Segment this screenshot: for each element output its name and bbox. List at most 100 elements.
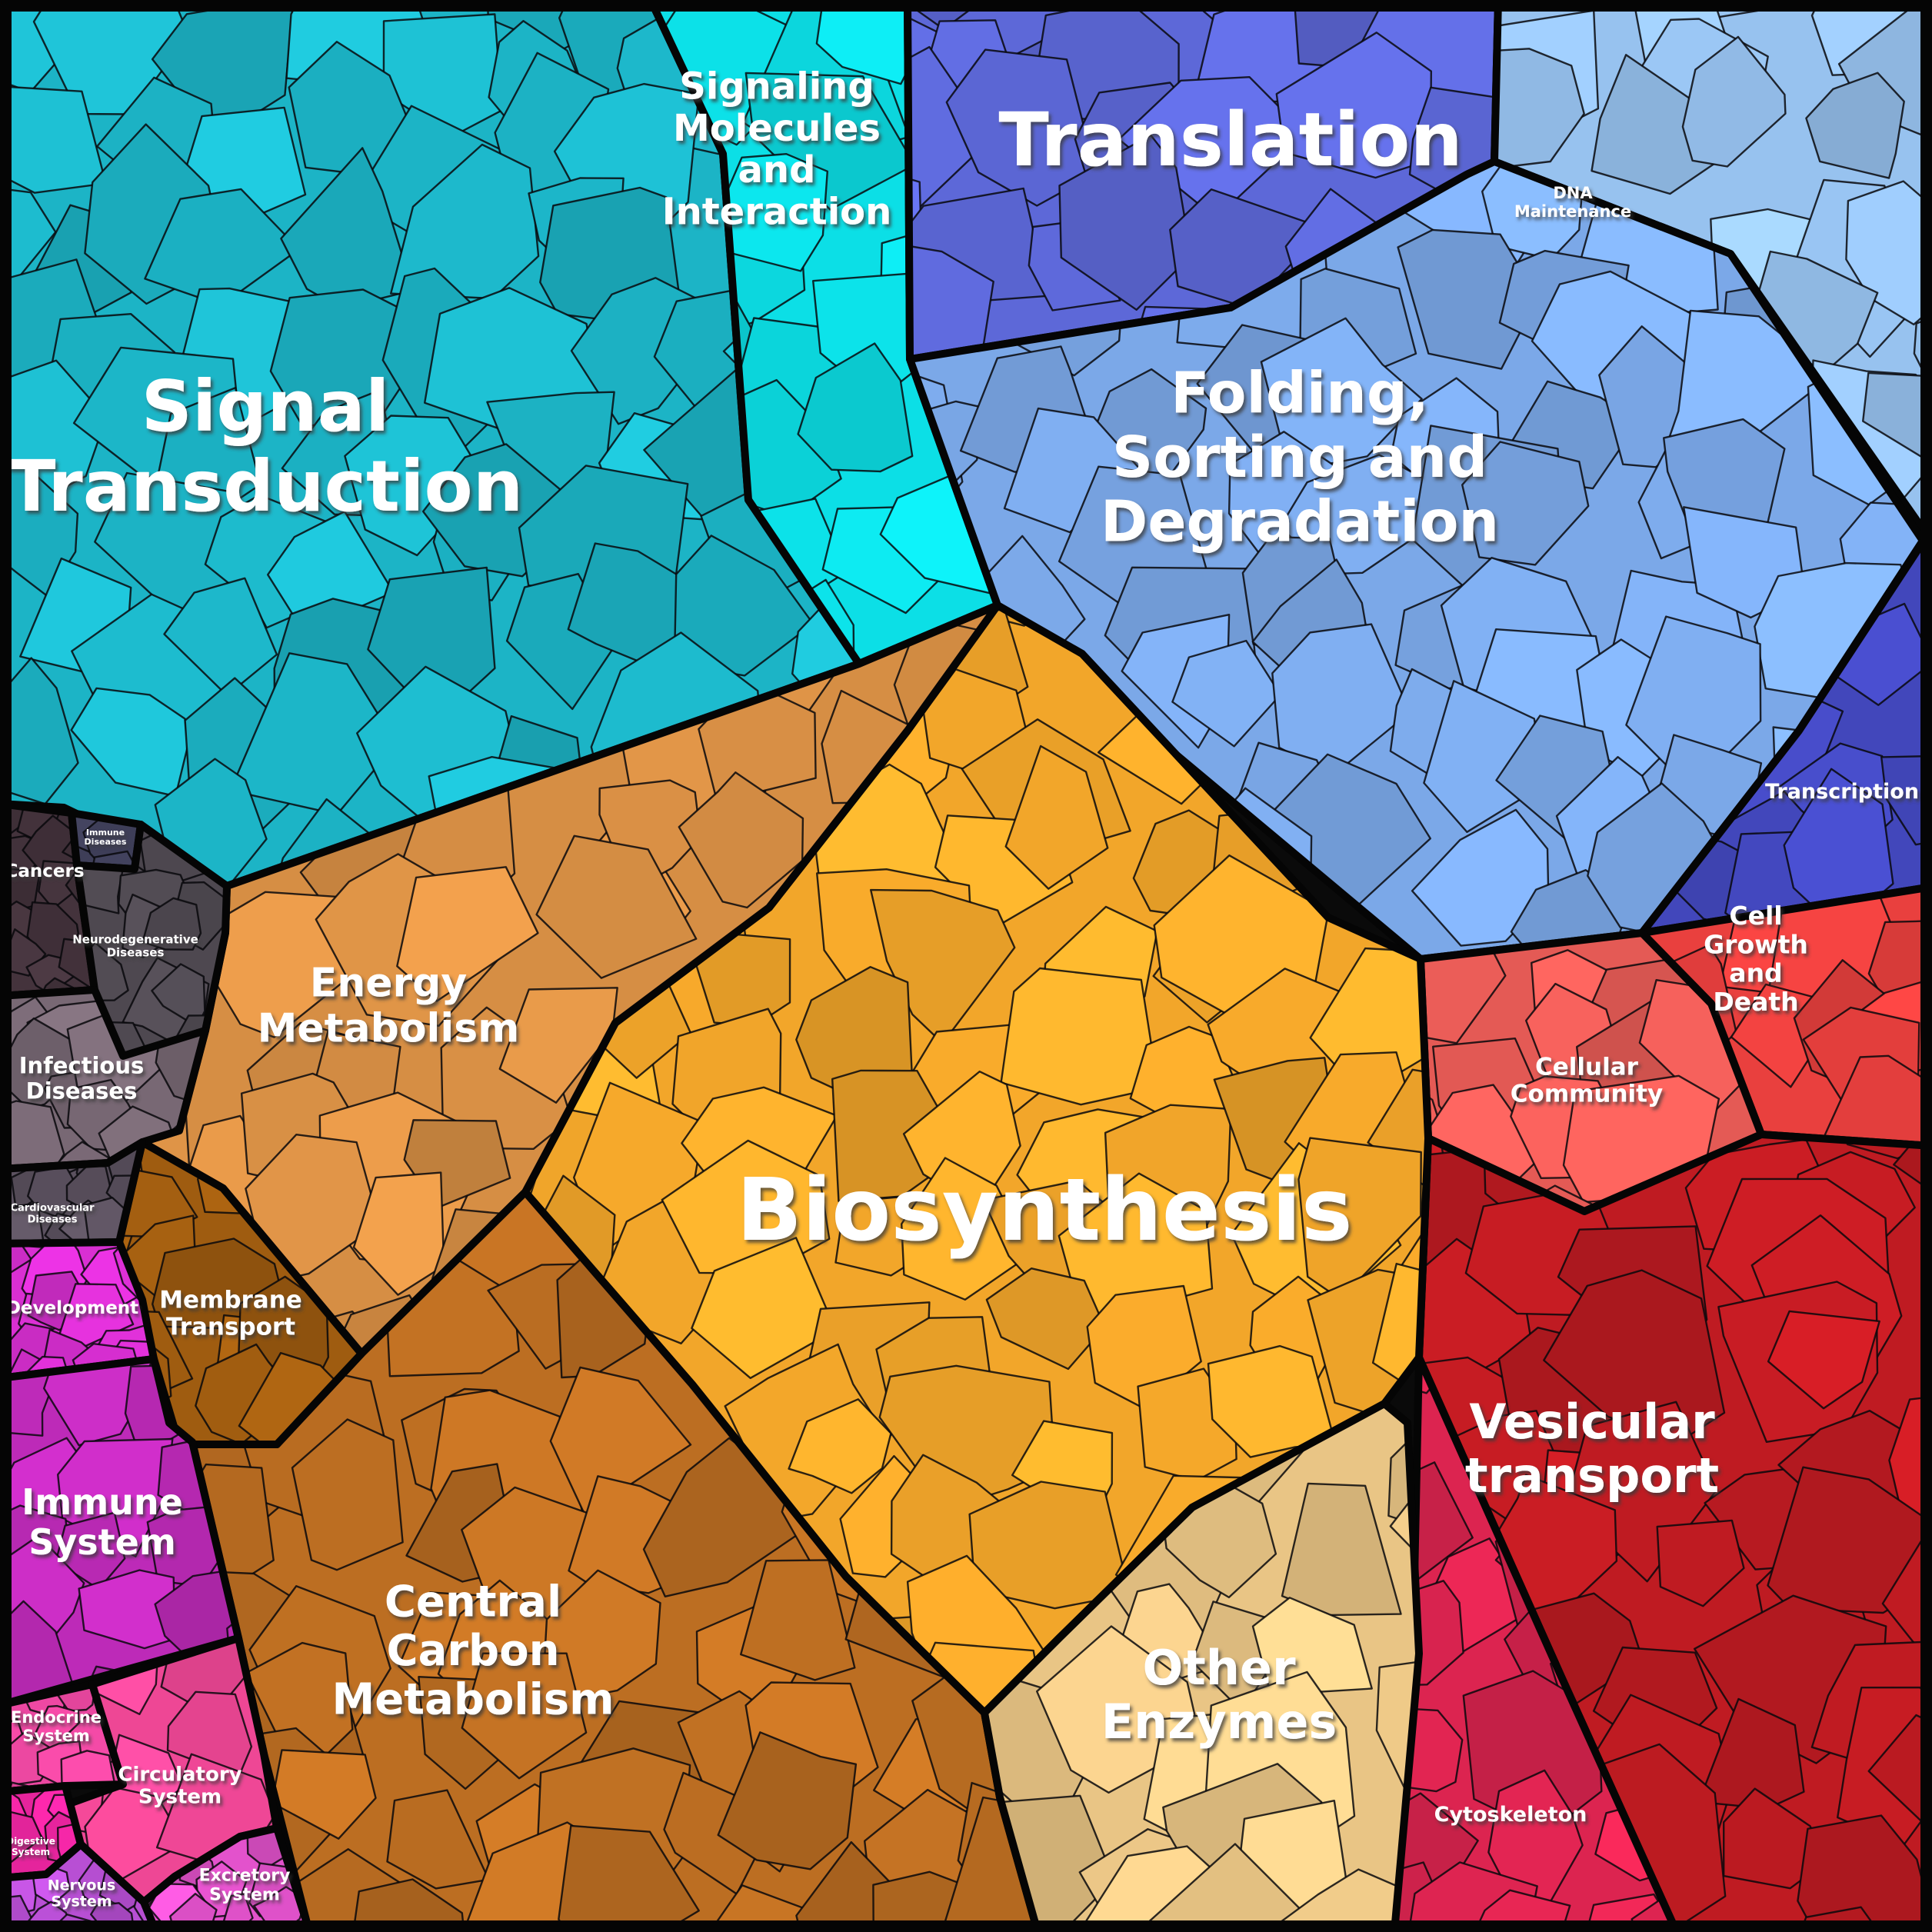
subcell <box>1058 134 1193 311</box>
subcell <box>1845 180 1932 326</box>
subcell <box>1207 1344 1337 1458</box>
subcell <box>535 834 698 979</box>
subcell <box>908 240 994 359</box>
subcell <box>1171 639 1282 748</box>
label-transcription: Transcription <box>1765 780 1919 804</box>
subcell <box>721 152 829 272</box>
subcell <box>678 771 804 909</box>
subcell <box>1275 32 1433 179</box>
label-cell-growth-and-death: Cell Growth and Death <box>1704 901 1808 1017</box>
subcell <box>498 987 618 1104</box>
region-group-vesicular-transport <box>1419 1134 1932 1932</box>
subcell <box>70 687 189 798</box>
subcell <box>396 866 539 1002</box>
subcell <box>1421 933 1507 1044</box>
subcell <box>226 1594 238 1705</box>
region-outline-nervous-system <box>0 1840 160 1932</box>
subcell <box>1867 1714 1932 1832</box>
subcell <box>32 0 190 115</box>
subcell <box>1000 967 1159 1106</box>
subcell <box>673 535 814 677</box>
subcell <box>1461 441 1590 566</box>
subcell <box>0 1807 43 1863</box>
subcell <box>1913 298 1932 421</box>
label-excretory-system: Excretory System <box>199 1867 291 1905</box>
subcell <box>1767 1310 1880 1410</box>
subcell <box>1411 808 1550 947</box>
label-development: Development <box>6 1298 138 1318</box>
subcell <box>78 1569 176 1650</box>
subcell <box>245 1133 381 1284</box>
region-outline-other-enzymes <box>981 1400 1423 1932</box>
region-group-biosynthesis <box>525 605 1428 1713</box>
label-immune-diseases: Immune Diseases <box>85 828 127 847</box>
subcell <box>945 48 1098 207</box>
subcell <box>1463 1889 1571 1932</box>
subcell <box>1656 1519 1745 1607</box>
subcell <box>908 605 1060 627</box>
label-central-carbon-metabolism: Central Carbon Metabolism <box>332 1577 615 1725</box>
region-outline-cardiovascular-diseases <box>0 1138 146 1247</box>
subcell <box>900 1157 1032 1301</box>
label-cytoskeleton: Cytoskeleton <box>1434 1803 1587 1827</box>
label-cancers: Cancers <box>5 861 84 881</box>
subcell <box>744 72 916 211</box>
subcell <box>1805 72 1905 179</box>
subcell <box>1881 1535 1932 1654</box>
label-signal-transduction: Signal Transduction <box>8 365 523 528</box>
subcell <box>1494 48 1585 172</box>
label-energy-metabolism: Energy Metabolism <box>258 961 520 1052</box>
region-outline-immune-system <box>0 1355 242 1709</box>
subcell <box>908 165 922 297</box>
subcell <box>1375 1654 1419 1788</box>
subcell <box>291 1418 404 1571</box>
subcell <box>1371 1262 1428 1403</box>
label-biosynthesis: Biosynthesis <box>736 1161 1352 1261</box>
subcell <box>740 1559 856 1681</box>
subcell <box>1260 317 1423 473</box>
subcell <box>142 897 202 951</box>
subcell <box>788 1398 892 1494</box>
subcell <box>1793 1906 1896 1932</box>
label-folding-sorting-and-degradation: Folding, Sorting and Degradation <box>1101 360 1499 555</box>
subcell <box>797 342 914 473</box>
label-vesicular-transport: Vesicular transport <box>1465 1394 1719 1504</box>
region-outline-development <box>0 1238 158 1382</box>
label-cellular-community: Cellular Community <box>1511 1053 1663 1108</box>
subcell <box>558 1824 700 1932</box>
label-infectious-diseases: Infectious Diseases <box>19 1053 145 1104</box>
subcell <box>0 1100 65 1169</box>
label-neurodegenerative-diseases: Neurodegenerative Diseases <box>72 933 198 960</box>
subcell <box>1722 1787 1827 1890</box>
subcell <box>1389 1489 1419 1579</box>
label-immune-system: Immune System <box>22 1481 183 1563</box>
subcell <box>717 1731 858 1870</box>
subcell <box>168 1892 218 1932</box>
label-other-enzymes: Other Enzymes <box>1101 1640 1337 1750</box>
label-signaling-molecules-and-interaction: Signaling Molecules and Interaction <box>662 65 892 234</box>
subcell <box>1278 1868 1400 1932</box>
label-nervous-system: Nervous System <box>48 1877 115 1910</box>
region-outline-excretory-system <box>140 1824 313 1932</box>
subcell <box>1681 35 1787 168</box>
subcell <box>344 415 487 557</box>
subcell <box>1391 1200 1428 1351</box>
subcell <box>1823 1134 1932 1160</box>
subcell <box>1281 1482 1402 1617</box>
subcell <box>968 1481 1131 1610</box>
subcell <box>229 652 398 816</box>
subcell <box>238 1351 358 1444</box>
subcell <box>386 1789 490 1890</box>
subcell <box>352 1171 445 1296</box>
labels-layer: Signal Transduction Signaling Molecules and I… <box>5 65 1919 1910</box>
subcell <box>271 1749 377 1840</box>
subcell <box>908 0 993 31</box>
subcell <box>1797 1814 1932 1932</box>
label-circulatory-system: Circulatory System <box>118 1763 242 1808</box>
label-endocrine-system: Endocrine System <box>11 1708 102 1745</box>
subcell <box>543 1569 661 1700</box>
